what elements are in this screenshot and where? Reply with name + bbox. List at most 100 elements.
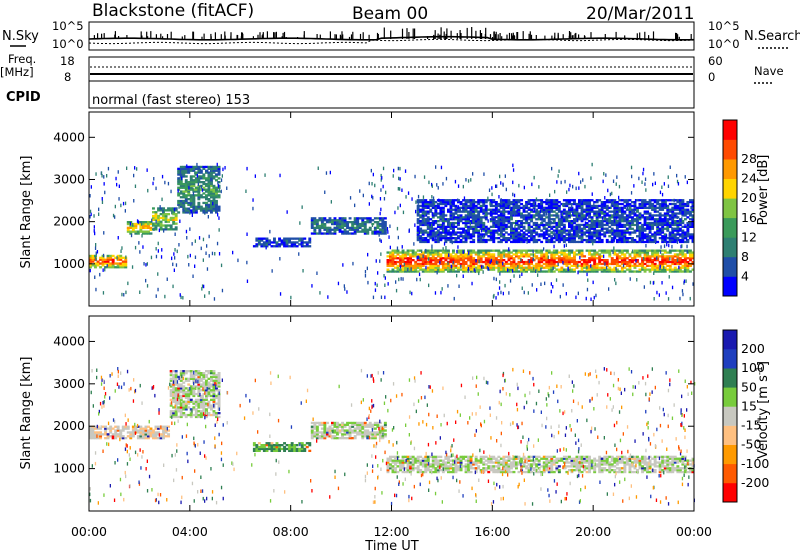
heatmap-cell: [644, 250, 647, 252]
heatmap-cell: [103, 254, 104, 257]
heatmap-cell: [344, 284, 345, 288]
heatmap-cell: [472, 199, 475, 201]
heatmap-cell: [98, 208, 99, 212]
heatmap-cell: [528, 239, 531, 241]
heatmap-cell: [132, 223, 133, 227]
heatmap-cell: [187, 166, 190, 168]
heatmap-cell: [475, 251, 478, 253]
heatmap-cell: [116, 183, 117, 187]
heatmap-cell: [451, 265, 452, 269]
heatmap-cell: [603, 180, 604, 184]
heatmap-cell: [147, 168, 148, 172]
heatmap-cell: [127, 221, 130, 223]
heatmap-cell: [553, 270, 556, 272]
y-tick-label: 2000: [53, 214, 85, 229]
heatmap-cell: [422, 230, 425, 232]
heatmap-cell: [316, 272, 317, 276]
heatmap-cell: [255, 174, 256, 178]
heatmap-cell: [623, 216, 626, 218]
heatmap-cell: [450, 253, 453, 255]
heatmap-cell: [554, 190, 555, 194]
heatmap-cell: [115, 205, 116, 209]
heatmap-cell: [546, 199, 547, 203]
heatmap-cell: [448, 218, 449, 222]
heatmap-cell: [308, 245, 311, 247]
heatmap-cell: [668, 185, 669, 189]
heatmap-cell: [103, 231, 104, 235]
heatmap-cell: [578, 292, 579, 296]
heatmap-cell: [253, 245, 256, 247]
heatmap-cell: [171, 211, 172, 215]
heatmap-cell: [639, 263, 642, 265]
heatmap-cell: [384, 227, 385, 231]
heatmap-cell: [475, 201, 478, 203]
heatmap-cell: [520, 265, 523, 267]
heatmap-cell: [528, 199, 531, 201]
heatmap-cell: [447, 237, 450, 239]
heatmap-cell: [152, 207, 155, 209]
heatmap-cell: [480, 233, 483, 235]
heatmap-cell: [407, 250, 410, 252]
heatmap-cell: [666, 291, 667, 295]
heatmap-cell: [666, 269, 669, 271]
heatmap-cell: [598, 209, 601, 211]
heatmap-cell: [210, 166, 213, 168]
heatmap-cell: [564, 180, 565, 184]
heatmap-cell: [491, 216, 492, 220]
heatmap-cell: [422, 269, 425, 271]
heatmap-cell: [528, 291, 529, 295]
heatmap-cell: [568, 199, 571, 201]
heatmap-cell: [588, 250, 591, 252]
heatmap-cell: [533, 214, 536, 216]
heatmap-cell: [455, 205, 458, 207]
nsky-label: N.Sky: [2, 29, 39, 44]
heatmap-cell: [558, 218, 561, 220]
heatmap-cell: [669, 257, 670, 261]
heatmap-cell: [161, 198, 162, 202]
heatmap-cell: [174, 256, 175, 260]
heatmap-cell: [364, 217, 367, 219]
heatmap-cell: [566, 292, 567, 296]
heatmap-cell: [160, 213, 163, 215]
heatmap-cell: [676, 253, 679, 255]
heatmap-cell: [439, 199, 442, 201]
heatmap-cell: [598, 205, 601, 207]
heatmap-cell: [131, 234, 132, 238]
heatmap-cell: [224, 166, 225, 170]
heatmap-cell: [288, 238, 291, 240]
heatmap-cell: [571, 269, 574, 271]
heatmap-cell: [623, 205, 626, 207]
heatmap-cell: [397, 247, 398, 251]
heatmap-cell: [550, 214, 553, 216]
heatmap-cell: [463, 185, 464, 189]
heatmap-cell: [200, 169, 201, 173]
heatmap-cell: [503, 292, 504, 296]
heatmap-cell: [513, 257, 516, 259]
heatmap-cell: [167, 219, 170, 221]
heatmap-cell: [618, 270, 621, 272]
heatmap-cell: [546, 212, 547, 216]
heatmap-cell: [462, 228, 465, 230]
heatmap-cell: [540, 265, 543, 267]
heatmap-cell: [419, 253, 422, 255]
heatmap-cell: [577, 218, 578, 222]
heatmap-cell: [545, 250, 548, 252]
heatmap-cell: [621, 199, 624, 201]
heatmap-cell: [316, 219, 319, 221]
heatmap-cell: [566, 244, 567, 248]
heatmap-cell: [593, 203, 594, 207]
heatmap-cell: [299, 238, 300, 242]
heatmap-cell: [540, 214, 543, 216]
heatmap-cell: [419, 205, 422, 207]
heatmap-cell: [419, 228, 422, 230]
heatmap-cell: [660, 265, 661, 269]
heatmap-cell: [593, 220, 596, 222]
heatmap-cell: [623, 211, 626, 213]
heatmap-cell: [639, 226, 642, 228]
heatmap-cell: [651, 203, 654, 205]
heatmap-cell: [651, 214, 654, 216]
heatmap-cell: [99, 257, 102, 259]
heatmap-cell: [543, 270, 546, 272]
heatmap-cell: [424, 255, 427, 257]
heatmap-cell: [435, 236, 436, 240]
